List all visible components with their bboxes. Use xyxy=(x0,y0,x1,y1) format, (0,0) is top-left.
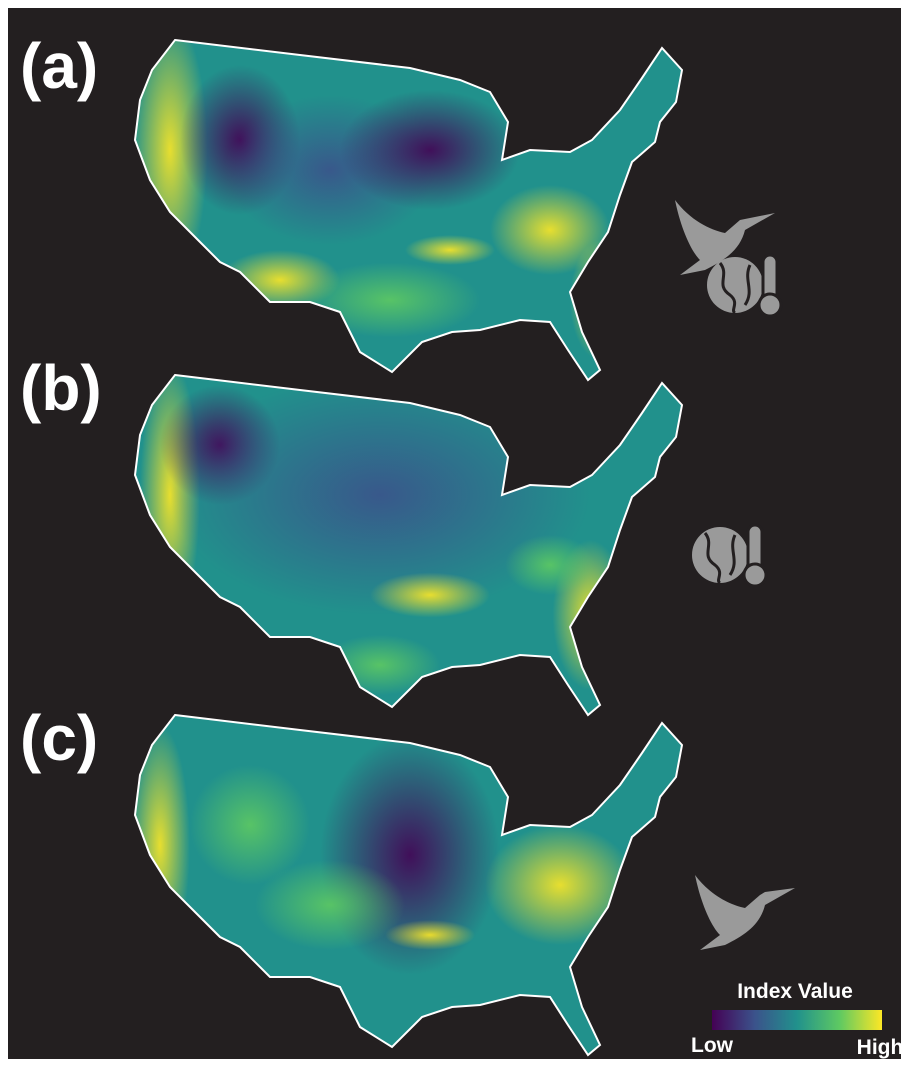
climate-icon xyxy=(707,255,781,316)
panel-label: (b) xyxy=(20,352,102,424)
legend-low: Low xyxy=(691,1034,734,1057)
map-region xyxy=(370,573,490,618)
figure: (a) (b) (c) Index Value Low High xyxy=(0,0,909,1067)
legend-colorbar xyxy=(712,1010,882,1030)
map-region xyxy=(255,860,405,950)
map-region xyxy=(340,90,520,210)
map-region xyxy=(385,920,475,950)
legend-high: High xyxy=(857,1036,904,1059)
map-region xyxy=(405,235,495,265)
legend-title: Index Value xyxy=(737,980,853,1003)
climate-icon xyxy=(692,525,766,586)
map-region xyxy=(505,535,595,595)
panel-label: (a) xyxy=(20,30,98,102)
panel-label: (c) xyxy=(20,702,98,774)
maps xyxy=(130,15,682,1055)
